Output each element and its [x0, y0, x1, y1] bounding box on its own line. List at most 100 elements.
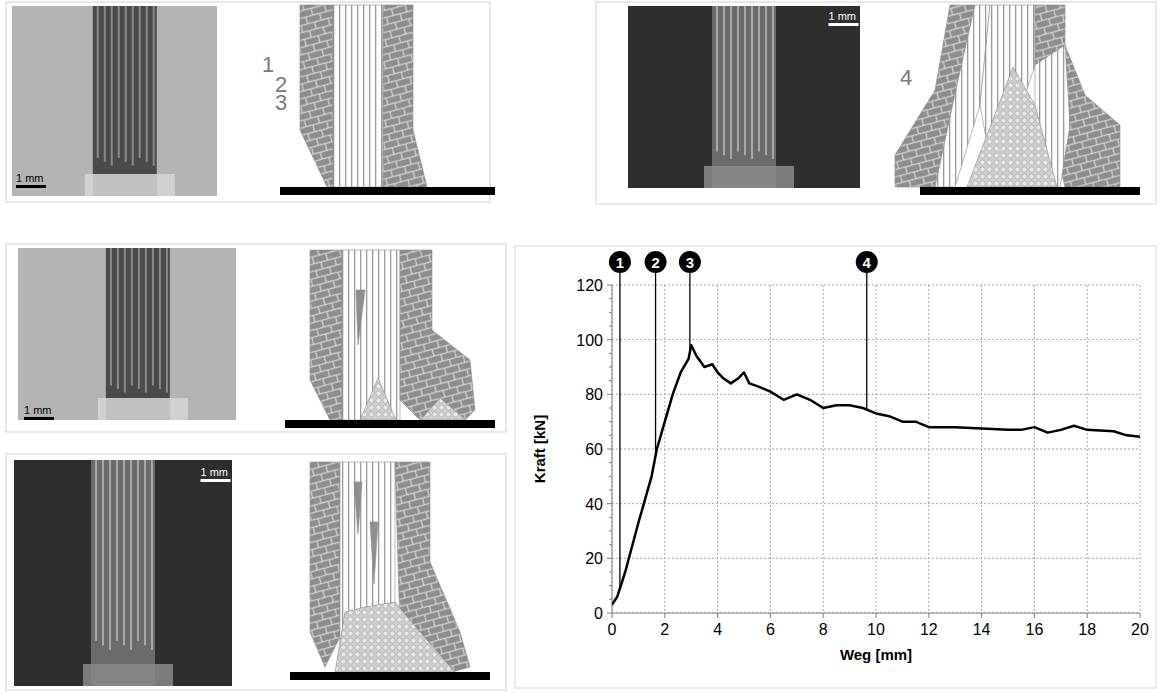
marker-circle	[856, 251, 878, 273]
y-tick	[607, 503, 612, 504]
schematic-layer	[300, 5, 333, 187]
y-minor-tick	[609, 544, 612, 545]
micrograph-fiber	[139, 6, 141, 158]
force-curve	[612, 345, 1140, 605]
grid-line	[612, 285, 1140, 286]
marker-line	[689, 285, 690, 352]
micrograph-fiber	[104, 6, 106, 162]
plot-data	[612, 285, 1140, 605]
scale-bar	[829, 23, 859, 26]
schematic-base	[285, 420, 495, 428]
x-tick	[823, 613, 824, 618]
y-minor-tick	[609, 312, 612, 313]
schematic-layer	[360, 378, 396, 420]
grid-line	[823, 285, 824, 613]
scale-bar	[16, 185, 46, 188]
y-minor-tick	[609, 599, 612, 600]
micrograph-crush-zone	[83, 664, 173, 686]
micrograph-fiber	[102, 460, 104, 645]
marker-circle	[645, 251, 667, 273]
micrograph-fiber	[765, 6, 767, 155]
micrograph	[18, 248, 236, 420]
scale-label: 1 mm	[16, 172, 44, 184]
micrograph-fiber	[716, 6, 718, 152]
micrograph-fiber	[123, 460, 125, 645]
marker-circle	[609, 251, 631, 273]
marker-label: 4	[863, 254, 872, 271]
micrograph-fiber	[131, 248, 133, 386]
schematic-layer	[354, 482, 362, 534]
marker-circle	[679, 251, 701, 273]
micrograph-fiber	[758, 6, 760, 152]
panel: 1 mm 4	[596, 2, 1156, 204]
micrograph-fiber	[137, 460, 139, 641]
x-tick-label: 14	[973, 621, 991, 638]
y-tick-label: 100	[576, 332, 603, 349]
x-tick	[770, 613, 771, 618]
x-tick	[717, 613, 718, 618]
y-minor-tick	[609, 462, 612, 463]
marker-line-top	[655, 272, 656, 285]
scale-bar	[201, 479, 231, 482]
micrograph-fiber	[110, 248, 112, 386]
x-tick-label: 20	[1131, 621, 1149, 638]
micrograph-fiber	[723, 6, 725, 155]
micrograph-fiber	[146, 6, 148, 162]
micrograph-fiber	[744, 6, 746, 155]
y-minor-tick	[609, 380, 612, 381]
micrograph-fiber	[95, 460, 97, 641]
micrograph-fiber	[109, 460, 111, 650]
schematic-layer	[370, 522, 378, 584]
panel-label: 4	[900, 65, 912, 90]
y-minor-tick	[609, 585, 612, 586]
micrograph-fiber	[111, 6, 113, 166]
marker-line-top	[689, 272, 690, 285]
marker-line	[866, 285, 867, 410]
marker-line-top	[866, 272, 867, 285]
x-tick	[612, 613, 613, 618]
grid-line	[1087, 285, 1088, 613]
schematic-layer	[967, 67, 1057, 187]
scale-label: 1 mm	[201, 466, 229, 478]
x-tick-label: 4	[713, 621, 722, 638]
x-axis-title: Weg [mm]	[840, 646, 912, 663]
x-tick	[981, 613, 982, 618]
panel-label: 1	[262, 52, 274, 77]
micrograph-fiber	[153, 6, 155, 166]
grid-line	[612, 503, 1140, 504]
schematic-layer	[420, 398, 466, 420]
schematic-layer	[356, 290, 365, 345]
micrograph-specimen	[712, 6, 776, 188]
micrograph-crush-zone	[704, 166, 794, 188]
micrograph-fiber	[166, 248, 168, 392]
x-tick-label: 0	[608, 621, 617, 638]
y-tick	[607, 449, 612, 450]
x-tick	[664, 613, 665, 618]
panel-frame	[596, 2, 1156, 204]
scale-label: 1 mm	[829, 10, 857, 22]
y-minor-tick	[609, 490, 612, 491]
grid-line	[612, 394, 1140, 395]
y-tick-label: 60	[585, 441, 603, 458]
schematic	[290, 462, 490, 680]
micrograph-fiber	[138, 248, 140, 389]
micrograph-fiber	[117, 248, 119, 389]
marker-line	[619, 285, 620, 588]
panel: 1 mm3	[6, 90, 506, 690]
schematic-layer	[310, 462, 340, 667]
micrograph-crush-zone	[98, 398, 188, 420]
figure: 1 mm11 mm21 mm31 mm402040608010012002468…	[0, 0, 1161, 693]
marker-line-top	[619, 272, 620, 285]
x-tick	[928, 613, 929, 618]
micrograph-fiber	[730, 6, 732, 159]
x-tick	[1140, 613, 1141, 618]
micrograph-specimen	[93, 6, 157, 196]
y-minor-tick	[609, 408, 612, 409]
micrograph-fiber	[145, 248, 147, 392]
x-tick	[1034, 613, 1035, 618]
micrograph-crush-zone	[85, 174, 175, 196]
x-tick-label: 10	[867, 621, 885, 638]
chart-frame	[515, 246, 1156, 688]
y-minor-tick	[609, 421, 612, 422]
micrograph-fiber	[151, 460, 153, 650]
